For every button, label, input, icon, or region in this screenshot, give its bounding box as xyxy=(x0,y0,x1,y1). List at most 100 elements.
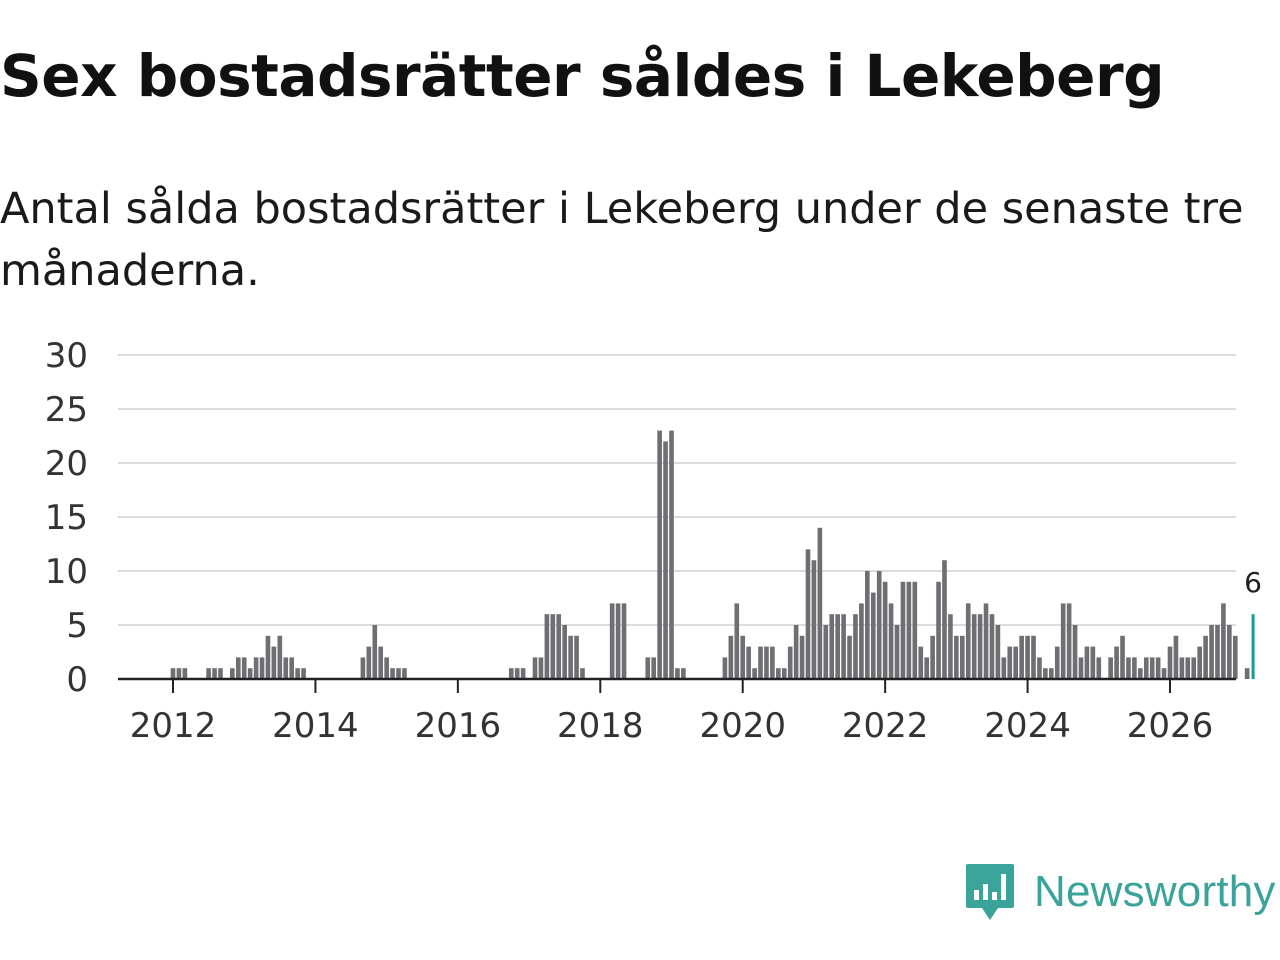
x-tick-label: 2018 xyxy=(557,706,644,746)
bar xyxy=(295,668,300,679)
x-tick-label: 2026 xyxy=(1127,706,1214,746)
grid-lines xyxy=(118,354,1236,626)
y-tick-label: 20 xyxy=(45,444,88,484)
bar xyxy=(1138,668,1143,679)
bar xyxy=(1179,657,1185,679)
bar xyxy=(568,635,573,679)
bar xyxy=(823,625,829,679)
newsworthy-logo-icon xyxy=(966,864,1014,920)
bar xyxy=(835,614,840,679)
bar xyxy=(1090,646,1096,679)
bar xyxy=(675,668,680,679)
bar xyxy=(752,668,757,679)
bar xyxy=(1019,635,1024,679)
bar xyxy=(562,625,567,679)
bar xyxy=(538,657,544,679)
highlight-value-label: 6 xyxy=(1244,566,1262,599)
bar xyxy=(1054,646,1060,679)
bar xyxy=(1173,635,1179,679)
bar xyxy=(1209,625,1214,679)
bar xyxy=(793,625,799,679)
chart-subtitle: Antal sålda bostadsrätter i Lekeberg und… xyxy=(0,184,1244,296)
y-tick-label: 0 xyxy=(66,660,88,700)
bar xyxy=(1084,646,1090,679)
bar xyxy=(906,581,912,679)
bar xyxy=(924,657,929,679)
bar xyxy=(621,603,627,679)
bar xyxy=(544,614,550,679)
bar xyxy=(206,668,211,679)
bar xyxy=(758,646,763,679)
bar xyxy=(776,668,781,679)
bar xyxy=(971,614,977,679)
bar xyxy=(556,614,562,679)
bar xyxy=(1001,657,1007,679)
bar xyxy=(283,657,289,679)
bar xyxy=(651,657,657,679)
bar xyxy=(900,581,906,679)
bar xyxy=(983,603,989,679)
bar xyxy=(520,668,526,679)
bars xyxy=(170,430,1255,679)
bar xyxy=(378,646,384,679)
bar xyxy=(1244,668,1250,679)
bar xyxy=(681,668,686,679)
bar xyxy=(508,668,514,679)
bar xyxy=(1197,646,1202,679)
bar xyxy=(218,668,223,679)
bar xyxy=(1049,668,1054,679)
bar xyxy=(580,668,585,679)
bar xyxy=(390,668,395,679)
bar xyxy=(669,430,674,679)
bar xyxy=(609,603,615,679)
bar xyxy=(1037,657,1042,679)
bar xyxy=(936,581,941,679)
bar xyxy=(746,646,751,679)
bar xyxy=(770,646,775,679)
bar xyxy=(876,571,882,679)
y-tick-label: 25 xyxy=(45,390,88,430)
bar xyxy=(615,603,621,679)
bar xyxy=(817,527,823,679)
bar xyxy=(965,603,971,679)
bar xyxy=(550,614,556,679)
bar xyxy=(1191,657,1197,679)
bar xyxy=(235,657,241,679)
bar xyxy=(829,614,835,679)
bar xyxy=(230,668,235,679)
bar xyxy=(853,614,858,679)
bar xyxy=(882,581,888,679)
bar xyxy=(1126,657,1131,679)
newsworthy-logo[interactable]: Newsworthy xyxy=(964,862,1276,922)
y-tick-label: 15 xyxy=(45,498,88,538)
bar xyxy=(170,668,176,679)
y-tick-label: 10 xyxy=(45,552,88,592)
bar-chart: 0 5 10 15 20 25 30 2012 2014 2016 2018 2020 2022 202… xyxy=(45,336,1262,746)
x-axis: 2012 2014 2016 2018 2020 2022 2024 2026 xyxy=(118,677,1236,746)
bar xyxy=(989,614,995,679)
bar xyxy=(663,441,668,679)
bar xyxy=(728,635,734,679)
bar xyxy=(722,657,728,679)
x-tick-label: 2020 xyxy=(699,706,786,746)
bar xyxy=(1007,646,1013,679)
bar xyxy=(1025,635,1030,679)
bar xyxy=(995,625,1001,679)
bar xyxy=(841,614,846,679)
bar xyxy=(384,657,389,679)
bar xyxy=(657,430,662,679)
bar xyxy=(265,635,271,679)
bar xyxy=(301,668,306,679)
bar xyxy=(574,635,579,679)
bar xyxy=(1185,657,1191,679)
bar xyxy=(1203,635,1208,679)
bar xyxy=(764,646,769,679)
bar xyxy=(645,657,651,679)
bar xyxy=(1066,603,1072,679)
bar xyxy=(977,614,983,679)
bar xyxy=(959,635,965,679)
bar xyxy=(1078,657,1084,679)
bar xyxy=(366,646,372,679)
bar xyxy=(912,581,918,679)
bar xyxy=(847,635,852,679)
